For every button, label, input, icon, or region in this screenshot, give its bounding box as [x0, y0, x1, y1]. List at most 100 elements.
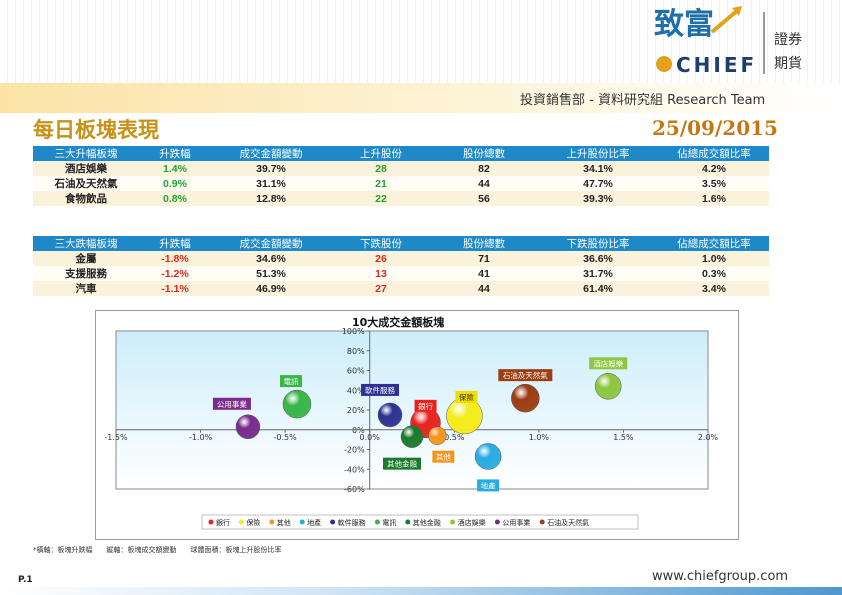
losers-table: 三大跌幅板塊 升跌幅 成交金額變動 下跌股份 股份總數 下跌股份比率 佔總成交額比率 金屬 -…: [33, 236, 769, 296]
legend-entry: 公用事業: [502, 518, 530, 527]
legend-entry: 保險: [246, 518, 260, 527]
bubble-chart: 10大成交金額板塊100%80%60%40%20%0%-20%-40%-60%-…: [104, 315, 719, 530]
legend-marker: [208, 519, 214, 525]
x-tick-label: 1.5%: [613, 433, 634, 442]
bubble-chart-frame: 10大成交金額板塊 100% 80% 60% 40% 20% 0% -20% -40% -60% -…: [95, 310, 739, 540]
legend-marker: [238, 519, 244, 525]
table-row: 汽車 -1.1% 46.9% 27 44 61.4% 3.4%: [33, 281, 769, 296]
table-cell: 26: [331, 251, 431, 266]
bubble-1: [446, 397, 483, 435]
losers-header-6: 佔總成交額比率: [659, 236, 769, 251]
table-cell: -1.1%: [139, 281, 211, 296]
table-cell: 28: [331, 161, 431, 176]
table-cell: -1.8%: [139, 251, 211, 266]
table-cell: 22: [331, 191, 431, 206]
losers-header-1: 升跌幅: [139, 236, 211, 251]
legend-entry: 銀行: [216, 518, 230, 527]
table-cell: 31.1%: [211, 176, 331, 191]
losers-header-5: 下跌股份比率: [537, 236, 659, 251]
legend-marker: [330, 519, 336, 525]
bubble-label-bg: [361, 383, 400, 396]
table-cell: 0.8%: [139, 191, 211, 206]
gainers-table: 三大升幅板塊 升跌幅 成交金額變動 上升股份 股份總數 上升股份比率 佔總成交額比率 酒店娛…: [33, 146, 769, 206]
x-tick-label: -1.5%: [104, 433, 128, 442]
y-tick-label: -20%: [344, 446, 365, 455]
legend-marker: [539, 519, 545, 525]
bubble-label: 其他: [436, 452, 451, 462]
table-cell: 41: [431, 266, 537, 281]
legend-entry: 電訊: [382, 518, 396, 527]
table-row: 食物飲品 0.8% 12.8% 22 56 39.3% 1.6%: [33, 191, 769, 206]
bubble-label: 石油及天然氣: [503, 370, 548, 380]
table-cell: 39.7%: [211, 161, 331, 176]
gainers-header-1: 升跌幅: [139, 146, 211, 161]
x-tick-label: -0.5%: [274, 433, 298, 442]
legend-box: [201, 514, 639, 530]
table-cell: 汽車: [33, 281, 139, 296]
bubble-4: [377, 402, 403, 428]
gainers-header-6: 佔總成交額比率: [659, 146, 769, 161]
table-cell: 34.1%: [537, 161, 659, 176]
legend-entry: 軟件服務: [338, 518, 366, 527]
bubble-label: 銀行: [418, 401, 433, 411]
table-cell: 石油及天然氣: [33, 176, 139, 191]
chart-title: 10大成交金額板塊: [352, 315, 444, 329]
bubble-6: [400, 425, 424, 448]
bubble-label: 電訊: [283, 376, 298, 386]
x-tick-label: 0.5%: [444, 433, 465, 442]
logo-sub1: 證券: [774, 31, 802, 48]
website-link[interactable]: www.chiefgroup.com: [652, 569, 789, 584]
table-cell: 56: [431, 191, 537, 206]
table-cell: 31.7%: [537, 266, 659, 281]
legend-entry: 石油及天然氣: [547, 518, 589, 527]
page-date: 25/09/2015: [652, 116, 778, 140]
table-cell: 39.3%: [537, 191, 659, 206]
table-cell: 4.2%: [659, 161, 769, 176]
table-cell: 金屬: [33, 251, 139, 266]
table-cell: 13: [331, 266, 431, 281]
table-cell: 47.7%: [537, 176, 659, 191]
logo-arrow-head: [732, 6, 742, 16]
table-cell: 食物飲品: [33, 191, 139, 206]
table-row: 石油及天然氣 0.9% 31.1% 21 44 47.7% 3.5%: [33, 176, 769, 191]
gainers-header-0: 三大升幅板塊: [33, 146, 139, 161]
table-cell: 27: [331, 281, 431, 296]
y-tick-label: -60%: [344, 485, 365, 494]
logo-arrow: [710, 8, 740, 34]
page-title: 每日板塊表現: [33, 118, 159, 142]
table-row: 支援服務 -1.2% 51.3% 13 41 31.7% 0.3%: [33, 266, 769, 281]
legend-entry: 其他金融: [413, 518, 441, 527]
gainers-header-4: 股份總數: [431, 146, 537, 161]
footer-band: [0, 587, 842, 595]
bubble-8: [235, 414, 261, 440]
x-tick-label: 2.0%: [698, 433, 719, 442]
table-cell: 0.9%: [139, 176, 211, 191]
losers-header-4: 股份總數: [431, 236, 537, 251]
legend-marker: [299, 519, 305, 525]
bubble-label: 其他金融: [387, 459, 417, 469]
legend-marker: [269, 519, 275, 525]
table-cell: 12.8%: [211, 191, 331, 206]
table-cell: 44: [431, 281, 537, 296]
gainers-header-2: 成交金額變動: [211, 146, 331, 161]
x-tick-label: 1.0%: [529, 433, 550, 442]
bubble-label: 軟件服務: [365, 385, 395, 395]
gainers-header-5: 上升股份比率: [537, 146, 659, 161]
losers-header-3: 下跌股份: [331, 236, 431, 251]
y-tick-label: 40%: [347, 386, 365, 395]
legend-marker: [450, 519, 456, 525]
bubble-label-bg: [455, 390, 478, 403]
table-cell: 酒店娛樂: [33, 161, 139, 176]
table-cell: 36.6%: [537, 251, 659, 266]
table-cell: 1.4%: [139, 161, 211, 176]
y-tick-label: 20%: [347, 406, 365, 415]
bubble-7: [594, 373, 622, 400]
bubble-label-bg: [414, 399, 437, 412]
logo-globe-icon: [656, 56, 672, 72]
bubble-label-bg: [212, 397, 251, 410]
legend-marker: [374, 519, 380, 525]
table-cell: 1.0%: [659, 251, 769, 266]
table-cell: 0.3%: [659, 266, 769, 281]
legend-entry: 其他: [277, 518, 291, 527]
department-label: 投資銷售部 - 資料研究組 Research Team: [520, 93, 766, 108]
